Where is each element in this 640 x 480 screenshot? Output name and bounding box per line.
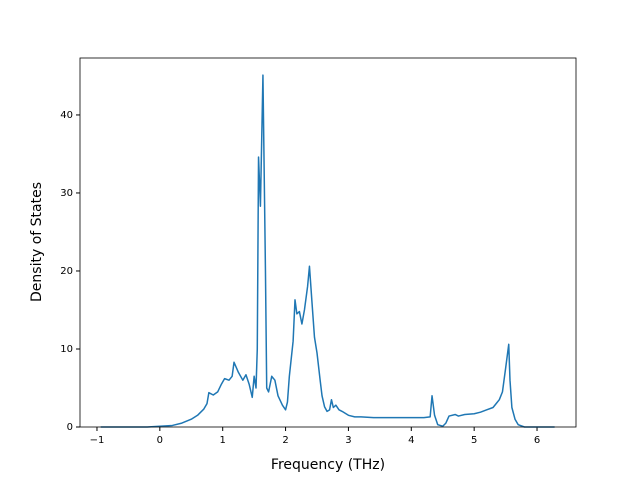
dos-line [100, 74, 555, 428]
x-tick-label: 4 [408, 435, 414, 446]
x-axis-label: Frequency (THz) [271, 457, 385, 473]
x-tick-label: 6 [534, 435, 540, 446]
x-tick-label: 5 [471, 435, 477, 446]
y-axis-label: Density of States [29, 182, 45, 302]
y-tick-label: 40 [60, 110, 73, 121]
x-tick-label: −1 [90, 435, 105, 446]
x-tick-label: 0 [157, 435, 163, 446]
x-tick-label: 3 [345, 435, 351, 446]
y-tick-label: 0 [67, 422, 73, 433]
x-tick-label: 2 [282, 435, 288, 446]
y-tick-label: 30 [60, 188, 73, 199]
y-tick-label: 10 [60, 344, 73, 355]
x-tick-label: 1 [220, 435, 226, 446]
y-tick-label: 20 [60, 266, 73, 277]
plot-frame [79, 57, 577, 428]
